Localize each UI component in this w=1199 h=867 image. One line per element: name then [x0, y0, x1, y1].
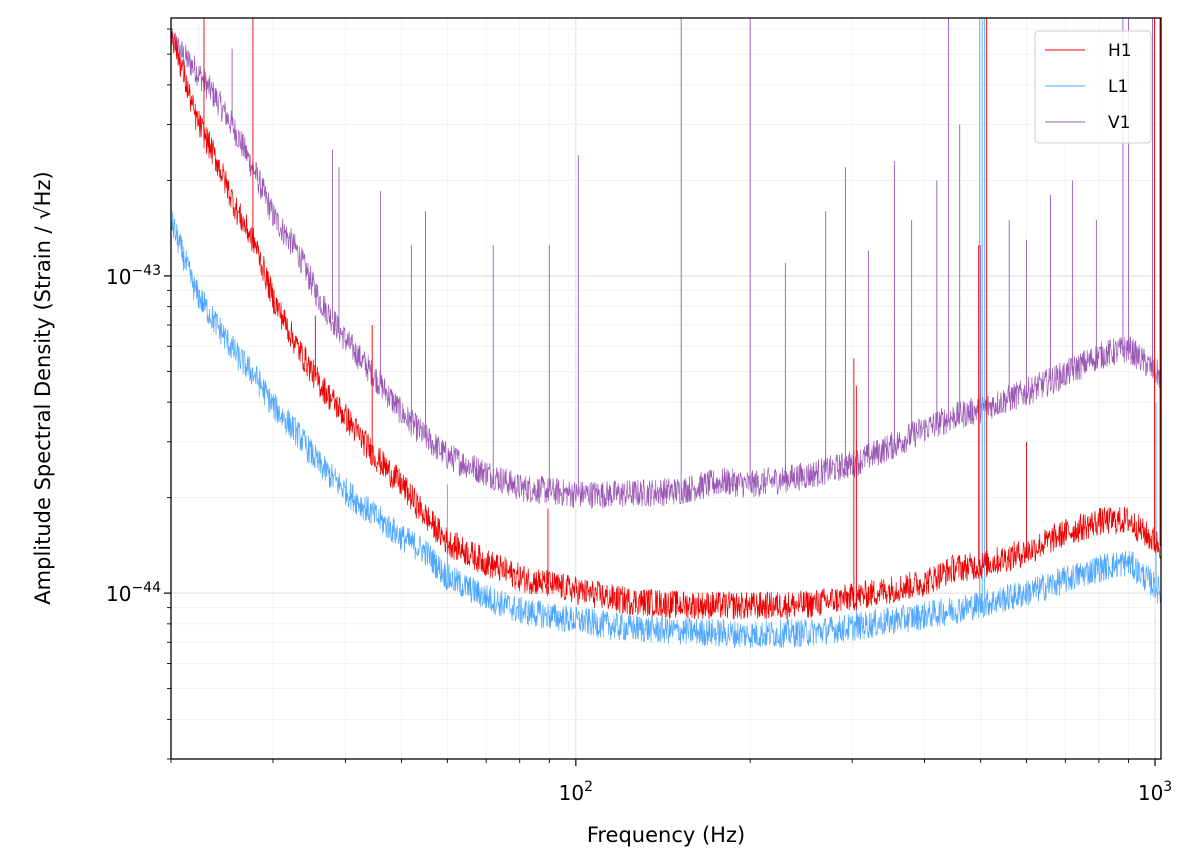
- y-tick-label: 10−44: [106, 580, 161, 606]
- plot-frame: [170, 17, 1162, 760]
- legend-label-l1: L1: [1108, 77, 1128, 97]
- x-tick-label: 102: [559, 779, 593, 805]
- series-h1-line: [171, 22, 1161, 620]
- y-tick-label: 10−43: [106, 263, 161, 289]
- legend: H1 L1 V1: [1034, 30, 1152, 144]
- plot-background: [171, 18, 1161, 759]
- x-tick-label: 103: [1138, 779, 1172, 805]
- legend-label-h1: H1: [1108, 41, 1132, 61]
- series-l1-line: [171, 211, 1161, 649]
- axis-ticks: 102 103 10−44 10−43: [106, 28, 1172, 805]
- y-axis-label: Amplitude Spectral Density (Strain / √Hz…: [31, 171, 55, 604]
- legend-box: [1034, 30, 1152, 144]
- series-lines: [171, 18, 1161, 649]
- series-v1-line: [171, 28, 1161, 509]
- x-axis-label: Frequency (Hz): [587, 823, 745, 847]
- legend-label-v1: V1: [1108, 113, 1130, 133]
